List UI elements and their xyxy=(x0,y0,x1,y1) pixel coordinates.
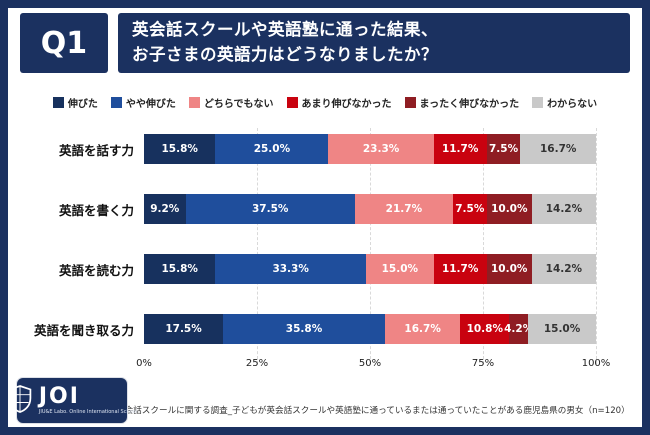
bar-segment: 4.2% xyxy=(504,314,533,344)
stacked-bar: 17.5% 35.8% 16.7% 10.8% 4.2% 15.0% xyxy=(144,314,596,344)
bar-segment: 9.2% xyxy=(144,194,186,224)
bar-rows: 英語を話す力 15.8% 25.0% 23.3% 11.7% 7.5% 16.7% 英語を書く… xyxy=(26,134,596,344)
legend-label: まったく伸びなかった xyxy=(419,99,520,110)
category-label: 英語を読む力 xyxy=(58,262,134,278)
stacked-bar: 15.8% 33.3% 15.0% 11.7% 10.0% 14.2% xyxy=(144,254,596,284)
legend-swatch xyxy=(532,97,544,108)
legend: 伸びた やや伸びた どちらでもない あまり伸びなかった まったく伸びなかった わからない xyxy=(8,95,642,110)
bar-segment: 25.0% xyxy=(215,134,329,164)
legend-item: どちらでもない xyxy=(188,95,274,110)
bar-segment: 11.7% xyxy=(433,134,487,164)
bar-segment: 23.3% xyxy=(328,134,434,164)
axis-tick-label: 75% xyxy=(471,358,495,369)
legend-swatch xyxy=(188,97,200,108)
axis-tick-label: 100% xyxy=(581,358,611,369)
bar-segment: 15.8% xyxy=(144,134,216,164)
legend-item: 伸びた xyxy=(52,95,98,110)
bar-segment: 11.7% xyxy=(433,254,487,284)
logo-text-block: JOI JIU&E Labo. Online International Sch… xyxy=(39,386,137,415)
bar-segment: 15.0% xyxy=(528,314,596,344)
shield-icon xyxy=(8,383,33,419)
bar-segment: 37.5% xyxy=(185,194,355,224)
question-number-badge: Q1 xyxy=(20,13,108,73)
axis-tick-label: 0% xyxy=(136,358,152,369)
legend-label: わからない xyxy=(547,99,598,110)
bar-row: 英語を読む力 15.8% 33.3% 15.0% 11.7% 10.0% 14.2% xyxy=(26,254,596,284)
bar-segment: 7.5% xyxy=(452,194,487,224)
legend-label: 伸びた xyxy=(67,99,98,110)
legend-label: あまり伸びなかった xyxy=(301,99,392,110)
gridline xyxy=(257,128,258,364)
bar-segment: 21.7% xyxy=(354,194,453,224)
question-title: 英会話スクールや英語塾に通った結果、 お子さまの英語力はどうなりましたか？ xyxy=(118,13,630,73)
legend-label: やや伸びた xyxy=(125,99,176,110)
bar-segment: 16.7% xyxy=(520,134,596,164)
legend-label: どちらでもない xyxy=(203,99,274,110)
bar-segment: 14.2% xyxy=(531,254,596,284)
survey-caption: 英会話スクールに関する調査_子どもが英会話スクールや英語塾に通っているまたは通っ… xyxy=(116,406,630,416)
bar-segment: 33.3% xyxy=(215,254,366,284)
legend-swatch xyxy=(404,97,416,108)
legend-item: わからない xyxy=(532,95,597,110)
category-label: 英語を書く力 xyxy=(58,202,134,218)
category-label: 英語を聞き取る力 xyxy=(33,322,134,338)
logo-subtitle: JIU&E Labo. Online International School xyxy=(38,409,138,415)
stacked-bar: 15.8% 25.0% 23.3% 11.7% 7.5% 16.7% xyxy=(144,134,596,164)
logo-title: JOI xyxy=(38,384,80,409)
bar-row: 英語を聞き取る力 17.5% 35.8% 16.7% 10.8% 4.2% 15.0% xyxy=(26,314,596,344)
chart-plot-area: 英語を話す力 15.8% 25.0% 23.3% 11.7% 7.5% 16.7% 英語を書く… xyxy=(26,128,610,372)
bar-segment: 10.0% xyxy=(486,254,532,284)
gridline xyxy=(370,128,371,364)
bar-segment: 10.0% xyxy=(486,194,532,224)
legend-swatch xyxy=(52,97,64,108)
axis-tick-label: 25% xyxy=(245,358,269,369)
stacked-bar: 9.2% 37.5% 21.7% 7.5% 10.0% 14.2% xyxy=(144,194,596,224)
question-title-line-1: 英会話スクールや英語塾に通った結果、 xyxy=(132,20,438,40)
bar-segment: 16.7% xyxy=(384,314,461,344)
category-label: 英語を話す力 xyxy=(58,142,134,158)
axis-tick-label: 50% xyxy=(358,358,382,369)
legend-item: まったく伸びなかった xyxy=(404,95,520,110)
legend-swatch xyxy=(110,97,122,108)
bar-segment: 7.5% xyxy=(486,134,521,164)
question-title-line-2: お子さまの英語力はどうなりましたか？ xyxy=(132,45,438,64)
bar-segment: 15.0% xyxy=(365,254,434,284)
gridlines xyxy=(144,128,597,364)
bar-segment: 14.2% xyxy=(531,194,596,224)
bar-row: 英語を書く力 9.2% 37.5% 21.7% 7.5% 10.0% 14.2% xyxy=(26,194,596,224)
legend-item: あまり伸びなかった xyxy=(286,95,392,110)
x-axis-ticks: 0% 25% 50% 75% 100% xyxy=(136,358,610,372)
bar-row: 英語を話す力 15.8% 25.0% 23.3% 11.7% 7.5% 16.7% xyxy=(26,134,596,164)
joi-logo: JOI JIU&E Labo. Online International Sch… xyxy=(8,377,137,424)
bar-segment: 10.8% xyxy=(460,314,510,344)
gridline xyxy=(596,128,597,364)
bar-segment: 17.5% xyxy=(144,314,224,344)
bar-segment: 35.8% xyxy=(223,314,385,344)
legend-item: やや伸びた xyxy=(110,95,176,110)
legend-swatch xyxy=(286,97,298,108)
header: Q1 英会話スクールや英語塾に通った結果、 お子さまの英語力はどうなりましたか？ xyxy=(20,13,630,73)
gridline xyxy=(483,128,484,364)
bar-segment: 15.8% xyxy=(144,254,216,284)
